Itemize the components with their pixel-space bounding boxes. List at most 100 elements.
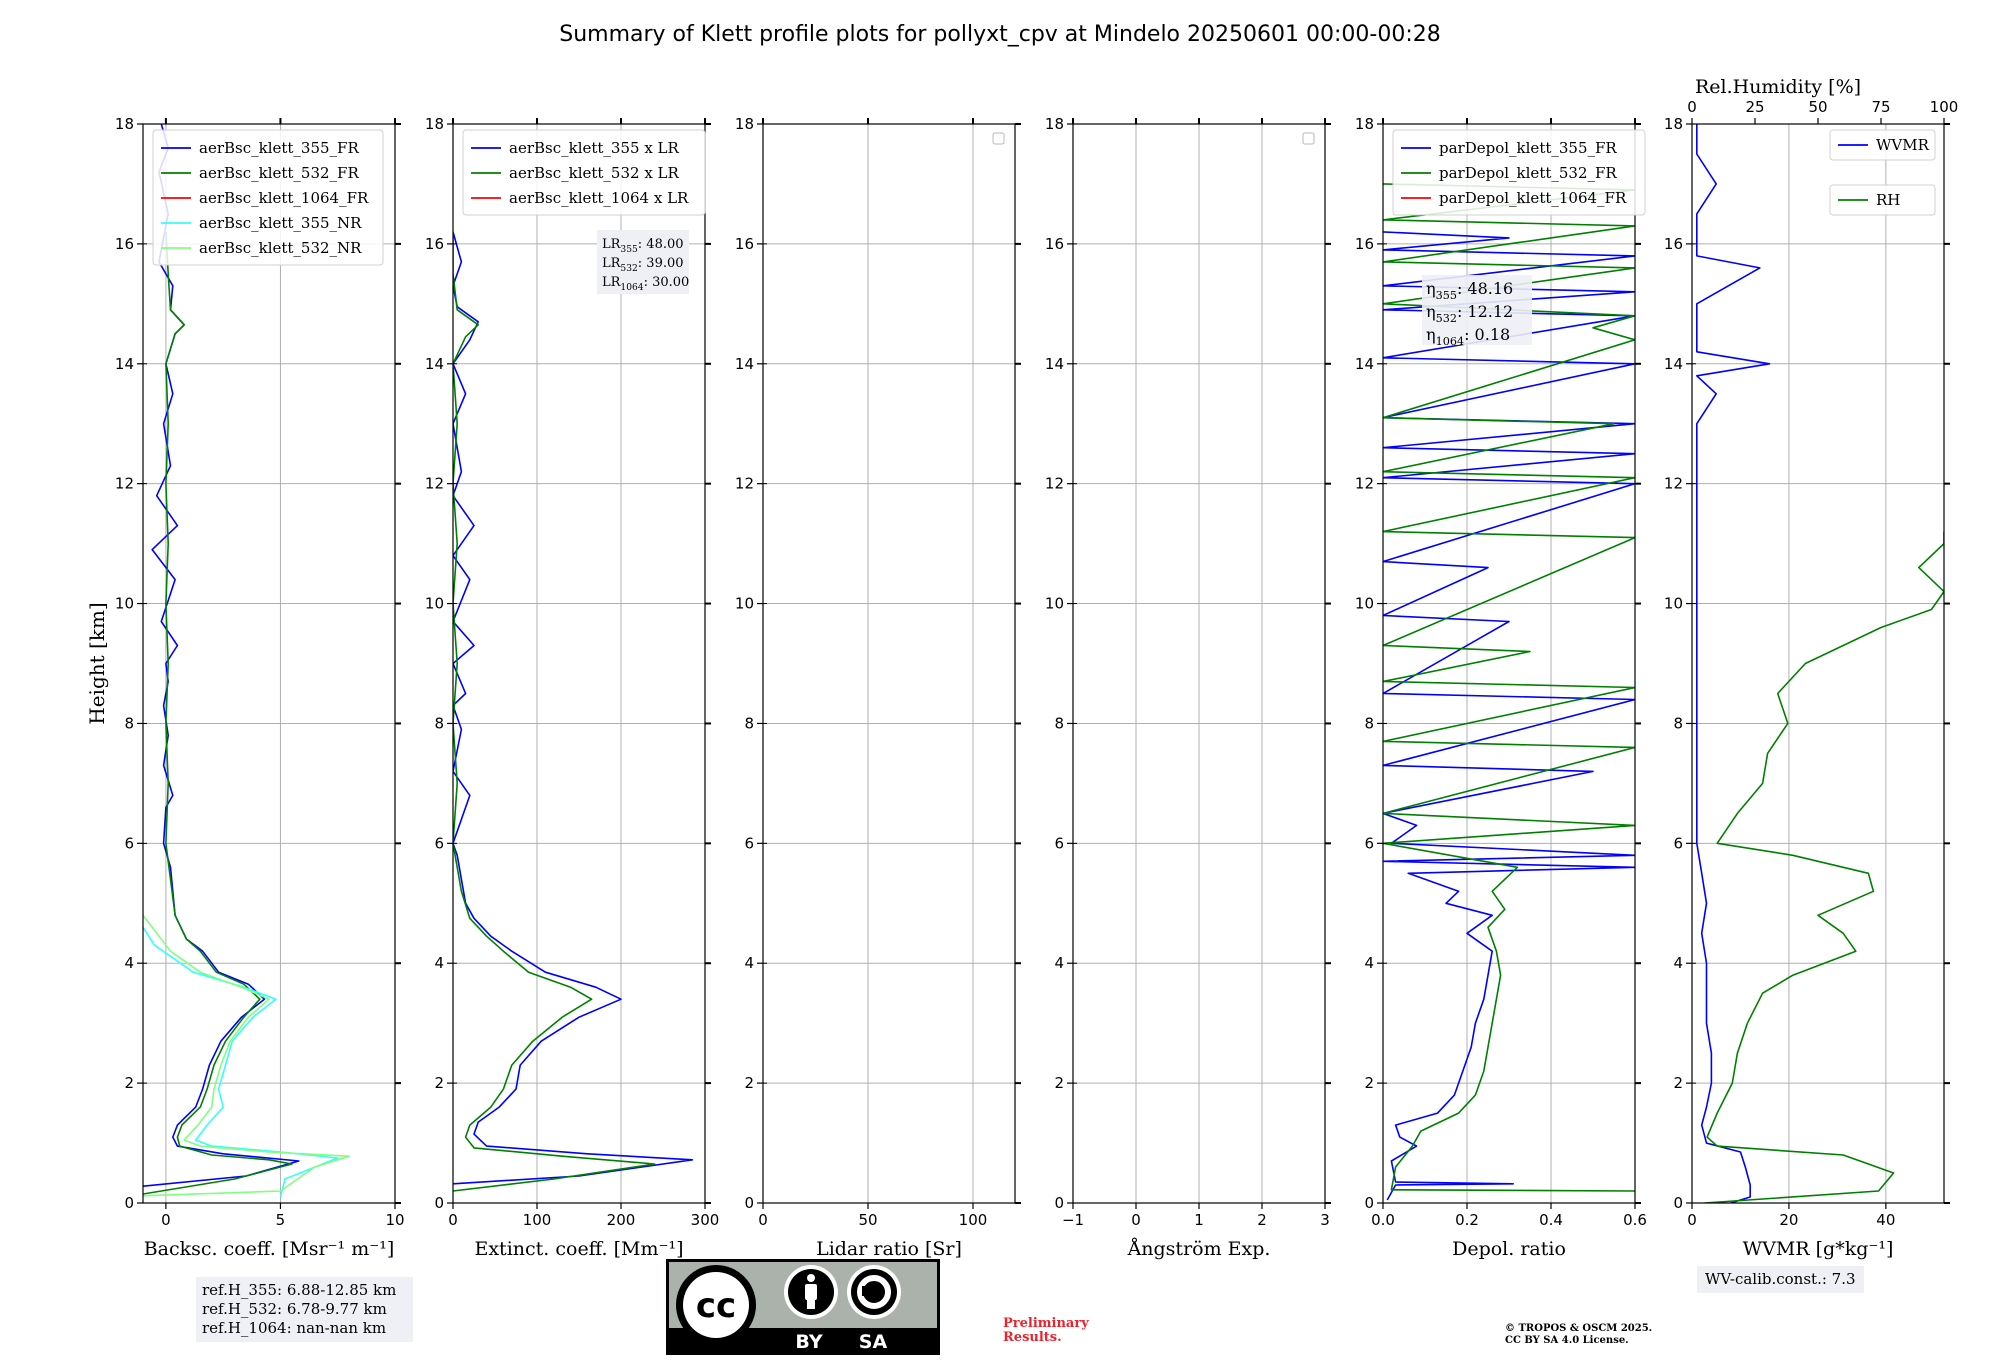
- legend: parDepol_klett_355_FR parDepol_klett_532_…: [1392, 129, 1646, 216]
- wv-calibration-box: WV-calib.const.: 7.3: [1697, 1266, 1864, 1293]
- series-group: [453, 231, 694, 1192]
- legend-rh: RH: [1829, 184, 1936, 216]
- y-tick-label: 0: [124, 1194, 134, 1212]
- y-tick-label: 6: [124, 834, 134, 852]
- ref-height-1064: ref.H_1064: nan-nan km: [202, 1319, 387, 1337]
- legend-label: parDepol_klett_355_FR: [1439, 139, 1617, 157]
- copyright-note: © TROPOS & OSCM 2025. CC BY SA 4.0 Licen…: [1505, 1323, 1652, 1347]
- y-tick-label: 8: [434, 714, 444, 732]
- copyright-line-2: CC BY SA 4.0 License.: [1505, 1335, 1629, 1346]
- series-line-1: [1696, 124, 1771, 1203]
- x-tick-label: 0: [448, 1211, 458, 1229]
- eta-label-355: η355: 48.16: [1426, 279, 1513, 302]
- axes-frame: [452, 123, 706, 1204]
- axes-frame: [1382, 123, 1636, 1204]
- legend-frame: [1829, 129, 1936, 161]
- legend-label: WVMR: [1876, 136, 1930, 154]
- legend-label: aerBsc_klett_532_NR: [199, 239, 362, 257]
- y-tick-label: 16: [1355, 235, 1374, 253]
- y-tick-label: 6: [434, 834, 444, 852]
- x-tick-label: 1: [1194, 1211, 1204, 1229]
- legend-frame: [462, 129, 706, 216]
- legend-wvmr: WVMR: [1829, 129, 1936, 161]
- x-tick-label: 300: [691, 1211, 720, 1229]
- x-tick-label: 40: [1876, 1211, 1895, 1229]
- y-tick-label: 10: [735, 595, 754, 613]
- y-tick-label: 2: [124, 1074, 134, 1092]
- y-tick-label: 18: [1664, 115, 1683, 133]
- y-tick-label: 16: [425, 235, 444, 253]
- y-tick-label: 2: [1054, 1074, 1064, 1092]
- cc-logo-text: cc: [696, 1286, 736, 1326]
- eta-label-1064: η1064: 0.18: [1426, 325, 1510, 348]
- empty-legend-box: [1302, 132, 1315, 145]
- panel-2: 0 2 4 6 8 10 12 14 16 18 0 100 200 300 Extinct. coeff.…: [425, 115, 719, 1260]
- y-tick-label: 18: [1045, 115, 1064, 133]
- series-group: [1696, 124, 1944, 1203]
- y-tick-label: 2: [434, 1074, 444, 1092]
- x-tick-label: 200: [607, 1211, 636, 1229]
- y-tick-label: 6: [744, 834, 754, 852]
- y-tick-label: 4: [1673, 954, 1683, 972]
- y-axis-label: Height [km]: [85, 602, 109, 724]
- top-x-tick-label: 0: [1687, 98, 1697, 116]
- y-tick-label: 10: [1664, 595, 1683, 613]
- x-axis-label: Extinct. coeff. [Mm⁻¹]: [474, 1238, 683, 1260]
- x-tick-label: 0.2: [1455, 1211, 1479, 1229]
- copyright-line-1: © TROPOS & OSCM 2025.: [1505, 1323, 1653, 1334]
- y-tick-label: 18: [1355, 115, 1374, 133]
- y-tick-label: 4: [434, 954, 444, 972]
- y-tick-label: 16: [735, 235, 754, 253]
- top-x-tick-label: 25: [1745, 98, 1764, 116]
- legend: aerBsc_klett_355_FR aerBsc_klett_532_FRae…: [152, 129, 384, 266]
- legend-label: RH: [1876, 191, 1900, 209]
- top-x-tick-label: 75: [1871, 98, 1890, 116]
- legend-frame: [1829, 184, 1936, 216]
- figure-title: Summary of Klett profile plots for polly…: [559, 22, 1441, 47]
- series-line-2: [453, 231, 656, 1192]
- eta-label-532: η532: 12.12: [1426, 302, 1513, 325]
- x-tick-label: 10: [385, 1211, 404, 1229]
- y-tick-label: 14: [1355, 355, 1374, 373]
- y-tick-label: 2: [1673, 1074, 1683, 1092]
- y-tick-label: 14: [1664, 355, 1683, 373]
- lr-label-532: LR532: 39.00: [602, 256, 684, 274]
- x-tick-label: 0.6: [1623, 1211, 1647, 1229]
- y-tick-label: 12: [1355, 475, 1374, 493]
- x-axis-label: WVMR [g*kg⁻¹]: [1743, 1238, 1894, 1260]
- x-tick-label: 100: [523, 1211, 552, 1229]
- x-tick-label: 0.4: [1539, 1211, 1563, 1229]
- y-tick-label: 14: [425, 355, 444, 373]
- y-tick-label: 18: [735, 115, 754, 133]
- panel-3: 0 2 4 6 8 10 12 14 16 18 0 50 100 Lidar ratio [Sr]: [735, 115, 1021, 1260]
- ref-height-532: ref.H_532: 6.78-9.77 km: [202, 1300, 387, 1318]
- y-tick-label: 10: [425, 595, 444, 613]
- y-tick-label: 16: [1045, 235, 1064, 253]
- x-axis-label: Depol. ratio: [1452, 1238, 1566, 1260]
- legend-label: aerBsc_klett_532 x LR: [509, 164, 680, 182]
- y-tick-label: 0: [1673, 1194, 1683, 1212]
- x-tick-label: 0: [1131, 1211, 1141, 1229]
- y-tick-label: 16: [115, 235, 134, 253]
- lr-box: [597, 230, 689, 294]
- legend-frame: [152, 129, 384, 266]
- panel-1: 0 2 4 6 8 10 12 14 16 18 0 5 10 Backsc. coeff. [Msr⁻¹…: [115, 115, 405, 1260]
- x-tick-label: 100: [959, 1211, 988, 1229]
- ref-height-355: ref.H_355: 6.88-12.85 km: [202, 1281, 397, 1299]
- y-tick-label: 14: [1045, 355, 1064, 373]
- y-tick-label: 4: [744, 954, 754, 972]
- x-tick-label: −1: [1062, 1211, 1084, 1229]
- preliminary-line-2: Results.: [1003, 1330, 1062, 1345]
- y-tick-label: 0: [1054, 1194, 1064, 1212]
- y-tick-label: 6: [1364, 834, 1374, 852]
- y-tick-label: 6: [1054, 834, 1064, 852]
- y-tick-label: 0: [434, 1194, 444, 1212]
- x-tick-label: 2: [1257, 1211, 1267, 1229]
- y-tick-label: 12: [735, 475, 754, 493]
- empty-legend-box: [992, 132, 1005, 145]
- y-tick-label: 8: [1364, 714, 1374, 732]
- y-tick-label: 12: [1664, 475, 1683, 493]
- legend: aerBsc_klett_355 x LR aerBsc_klett_532 x …: [462, 129, 706, 216]
